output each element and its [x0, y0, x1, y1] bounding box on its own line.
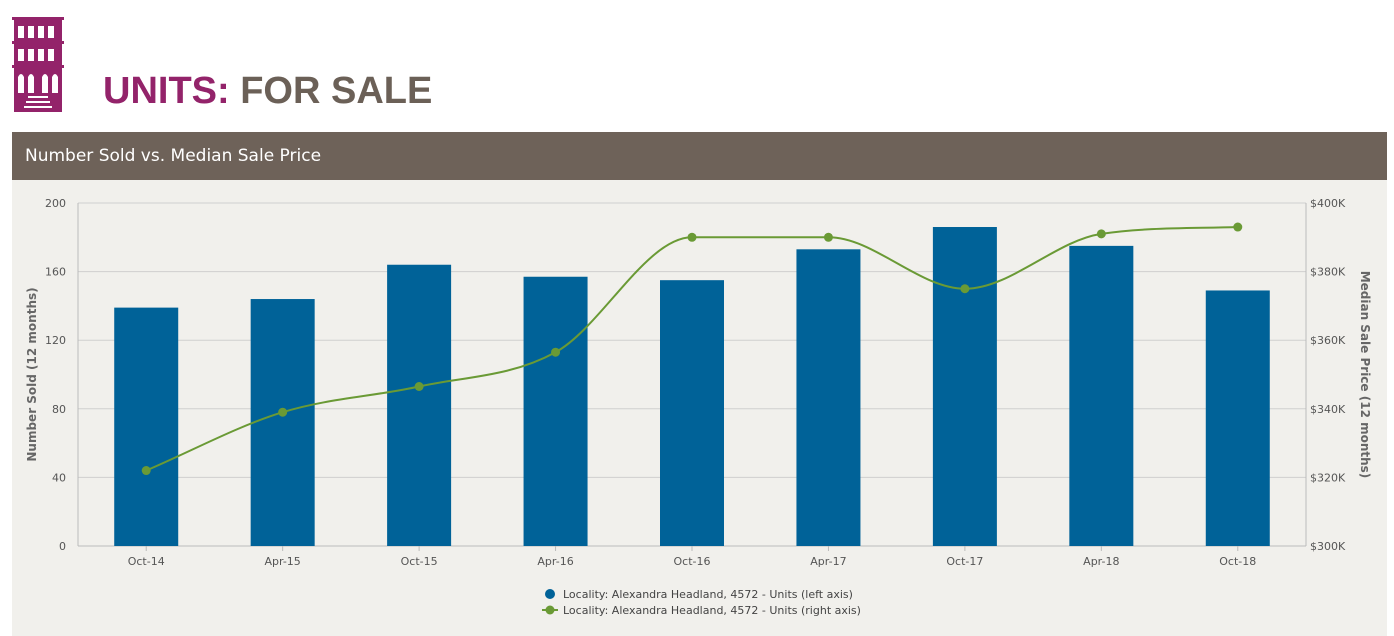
x-tick-label: Apr-16: [537, 555, 573, 568]
bar: [932, 227, 997, 546]
x-tick-label: Oct-17: [946, 555, 983, 568]
bar: [114, 307, 179, 546]
y-tick-label-left: 40: [52, 471, 66, 484]
bar: [250, 299, 315, 546]
x-tick-label: Oct-16: [674, 555, 711, 568]
legend-swatch-line-point: [545, 605, 555, 615]
legend-label-bar: Locality: Alexandra Headland, 4572 - Uni…: [563, 588, 853, 601]
line-point: [823, 232, 833, 242]
x-tick-label: Oct-15: [401, 555, 438, 568]
building-logo-icon: [12, 17, 64, 112]
y-tick-label-right: $320K: [1310, 471, 1346, 484]
bar: [523, 276, 588, 546]
line-point: [414, 382, 424, 392]
line-point: [278, 407, 288, 417]
y-tick-label-left: 200: [45, 197, 66, 210]
y-tick-label-left: 80: [52, 403, 66, 416]
page-title-category: UNITS:: [103, 70, 230, 112]
y-tick-label-right: $300K: [1310, 540, 1346, 553]
x-tick-label: Oct-18: [1219, 555, 1256, 568]
y-tick-label-right: $380K: [1310, 266, 1346, 279]
x-tick-label: Apr-17: [810, 555, 846, 568]
page-title: UNITS: FOR SALE: [103, 68, 432, 114]
x-tick-label: Apr-15: [265, 555, 301, 568]
bar: [796, 249, 861, 546]
chart: 0 40 80 120 160 200 $300K $320K $340K $360K $380K $…: [25, 197, 1372, 617]
y-tick-label-left: 160: [45, 266, 66, 279]
y-axis-title-right: Median Sale Price (12 months): [1358, 271, 1372, 479]
chart-panel: Number Sold vs. Median Sale Price 0 40 80 1…: [12, 132, 1387, 636]
line-point: [551, 347, 561, 357]
bar: [387, 264, 452, 546]
legend-swatch-bar: [545, 589, 555, 599]
y-axis-title-left: Number Sold (12 months): [25, 287, 39, 461]
line-point: [1096, 229, 1106, 239]
line-point: [1233, 222, 1243, 232]
x-tick-label: Apr-18: [1083, 555, 1119, 568]
y-tick-label-left: 0: [59, 540, 66, 553]
y-tick-label-right: $400K: [1310, 197, 1346, 210]
chart-panel-title: Number Sold vs. Median Sale Price: [12, 132, 1387, 180]
page-title-subject: FOR SALE: [240, 70, 433, 112]
line-point: [687, 232, 697, 242]
y-tick-label-left: 120: [45, 334, 66, 347]
x-tick-label: Oct-14: [128, 555, 165, 568]
y-tick-label-right: $360K: [1310, 334, 1346, 347]
bar: [1205, 290, 1270, 546]
bar: [660, 280, 724, 546]
legend-label-line: Locality: Alexandra Headland, 4572 - Uni…: [563, 604, 861, 617]
line-point: [141, 466, 151, 476]
line-point: [960, 284, 970, 294]
bar: [1069, 245, 1134, 546]
y-tick-label-right: $340K: [1310, 403, 1346, 416]
